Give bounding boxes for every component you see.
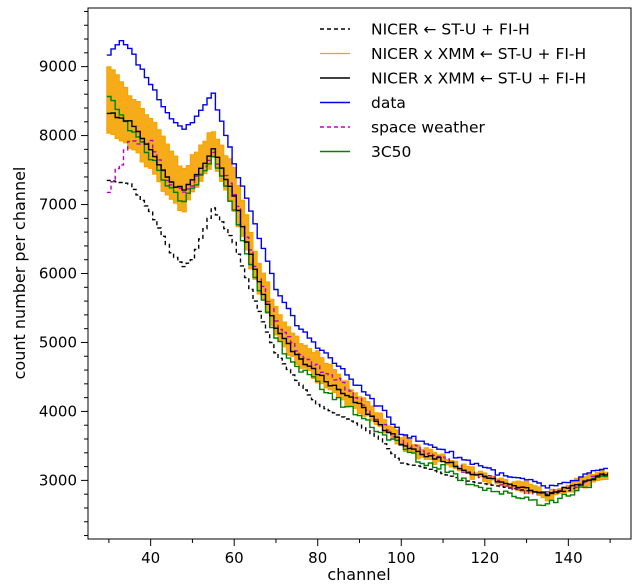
y-tick-label: 6000 [39, 265, 77, 283]
x-tick-label: 60 [225, 549, 244, 567]
series-6-line [106, 95, 608, 507]
x-tick-label: 40 [141, 549, 160, 567]
series-layer [106, 40, 609, 507]
x-tick-label: 140 [554, 549, 583, 567]
y-tick-label: 8000 [39, 127, 77, 145]
x-tick-label: 120 [470, 549, 499, 567]
legend-label-5: space weather [371, 119, 486, 137]
series-4-line [106, 40, 608, 489]
y-tick-label: 3000 [39, 471, 77, 489]
legend-label-3: NICER x XMM ← ST-U + FI-H [371, 70, 586, 88]
x-axis-label: channel [327, 565, 390, 584]
legend-label-2: NICER x XMM ← ST-U + FI-H [371, 45, 586, 63]
legend-label-1: NICER ← ST-U + FI-H [371, 21, 530, 39]
y-tick-label: 5000 [39, 333, 77, 351]
y-axis-label: count number per channel [10, 167, 29, 380]
legend: NICER ← ST-U + FI-H NICER x XMM ← ST-U + … [320, 21, 586, 161]
legend-label-4: data [371, 94, 406, 112]
x-tick-label: 80 [308, 549, 327, 567]
y-tick-label: 4000 [39, 402, 77, 420]
y-tick-label: 7000 [39, 196, 77, 214]
series-3-line [106, 112, 608, 497]
axis-layer: 40 60 80 100 120 140 3000 4000 5000 6000 7000 8000 9… [39, 10, 611, 567]
legend-label-6: 3C50 [371, 143, 411, 161]
series-1-line [106, 179, 608, 495]
y-tick-label: 9000 [39, 58, 77, 76]
series-5-line [106, 139, 608, 495]
x-tick-label: 100 [387, 549, 416, 567]
